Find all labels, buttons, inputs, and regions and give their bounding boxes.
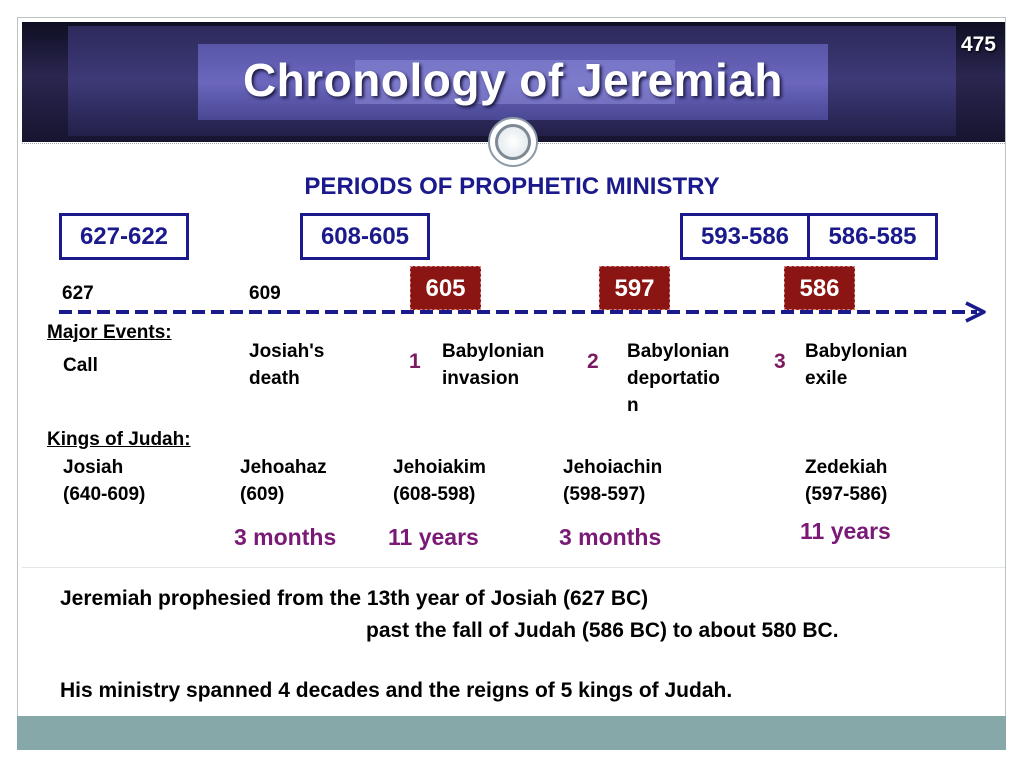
period-box-1: 627-622: [59, 213, 189, 260]
event-babylonian-invasion: Babylonian invasion: [442, 338, 544, 392]
timeline-year-josiah-death: 609: [249, 283, 281, 304]
invasion-year-box-3: 586: [784, 266, 855, 310]
kings-label: Kings of Judah:: [47, 429, 191, 450]
reign-duration-zedekiah: 11 years: [800, 518, 891, 544]
period-box-2: 608-605: [300, 213, 430, 260]
arrow-head-icon: [965, 301, 986, 323]
king-name: Zedekiah: [805, 457, 888, 478]
slide-number: 475: [960, 33, 996, 56]
summary-line-3: His ministry spanned 4 decades and the r…: [60, 679, 733, 702]
event-invasion-line-2: invasion: [442, 368, 520, 389]
event-number-1: 1: [409, 350, 421, 373]
king-name: Jehoiachin: [563, 457, 663, 478]
king-zedekiah: Zedekiah (597-586): [805, 454, 887, 508]
reign-duration-jehoiakim: 11 years: [388, 524, 479, 550]
footer-band: [17, 716, 1006, 750]
king-jehoahaz: Jehoahaz (609): [240, 454, 327, 508]
king-name: Josiah: [63, 457, 124, 478]
timeline-arrow: [59, 301, 986, 323]
king-josiah: Josiah (640-609): [63, 454, 145, 508]
event-invasion-line-1: Babylonian: [442, 341, 545, 362]
event-josiah-death-line-2: death: [249, 368, 300, 389]
event-deportation-line-3: n: [627, 395, 639, 416]
invasion-year-box-1: 605: [410, 266, 481, 310]
timeline-year-start: 627: [62, 283, 94, 304]
event-call-line-1: Call: [63, 355, 98, 376]
section-divider: [22, 567, 1005, 568]
king-jehoiakim: Jehoiakim (608-598): [393, 454, 486, 508]
summary-line-2: past the fall of Judah (586 BC) to about…: [366, 619, 839, 642]
king-reign: (608-598): [393, 484, 476, 505]
reign-duration-jehoiachin: 3 months: [559, 524, 662, 550]
invasion-year-box-2: 597: [599, 266, 670, 310]
event-number-3: 3: [774, 350, 786, 373]
event-josiah-death-line-1: Josiah's: [249, 341, 325, 362]
event-deportation-line-2: deportatio: [627, 368, 720, 389]
summary-line-1: Jeremiah prophesied from the 13th year o…: [60, 587, 649, 610]
ministry-heading: PERIODS OF PROPHETIC MINISTRY: [304, 173, 720, 200]
ring-ornament-inner: [495, 124, 531, 160]
title-glow-highlight: [355, 60, 675, 104]
event-josiah-death: Josiah's death: [249, 338, 324, 392]
event-exile-line-1: Babylonian: [805, 341, 908, 362]
major-events-label: Major Events:: [47, 322, 172, 343]
king-jehoiachin: Jehoiachin (598-597): [563, 454, 662, 508]
event-number-2: 2: [587, 350, 599, 373]
king-reign: (597-586): [805, 484, 888, 505]
event-babylonian-exile: Babylonian exile: [805, 338, 907, 392]
king-name: Jehoahaz: [240, 457, 327, 478]
period-box-4: 586-585: [807, 213, 938, 260]
event-babylonian-deportation: Babylonian deportatio n: [627, 338, 729, 419]
king-name: Jehoiakim: [393, 457, 486, 478]
event-deportation-line-1: Babylonian: [627, 341, 730, 362]
slide-title: Chronology of Jeremiah: [242, 54, 784, 106]
period-box-3: 593-586: [680, 213, 810, 260]
event-exile-line-2: exile: [805, 368, 848, 389]
king-reign: (598-597): [563, 484, 646, 505]
event-call: Call: [63, 352, 98, 379]
king-reign: (609): [240, 484, 285, 505]
king-reign: (640-609): [63, 484, 146, 505]
reign-duration-jehoahaz: 3 months: [234, 524, 337, 550]
